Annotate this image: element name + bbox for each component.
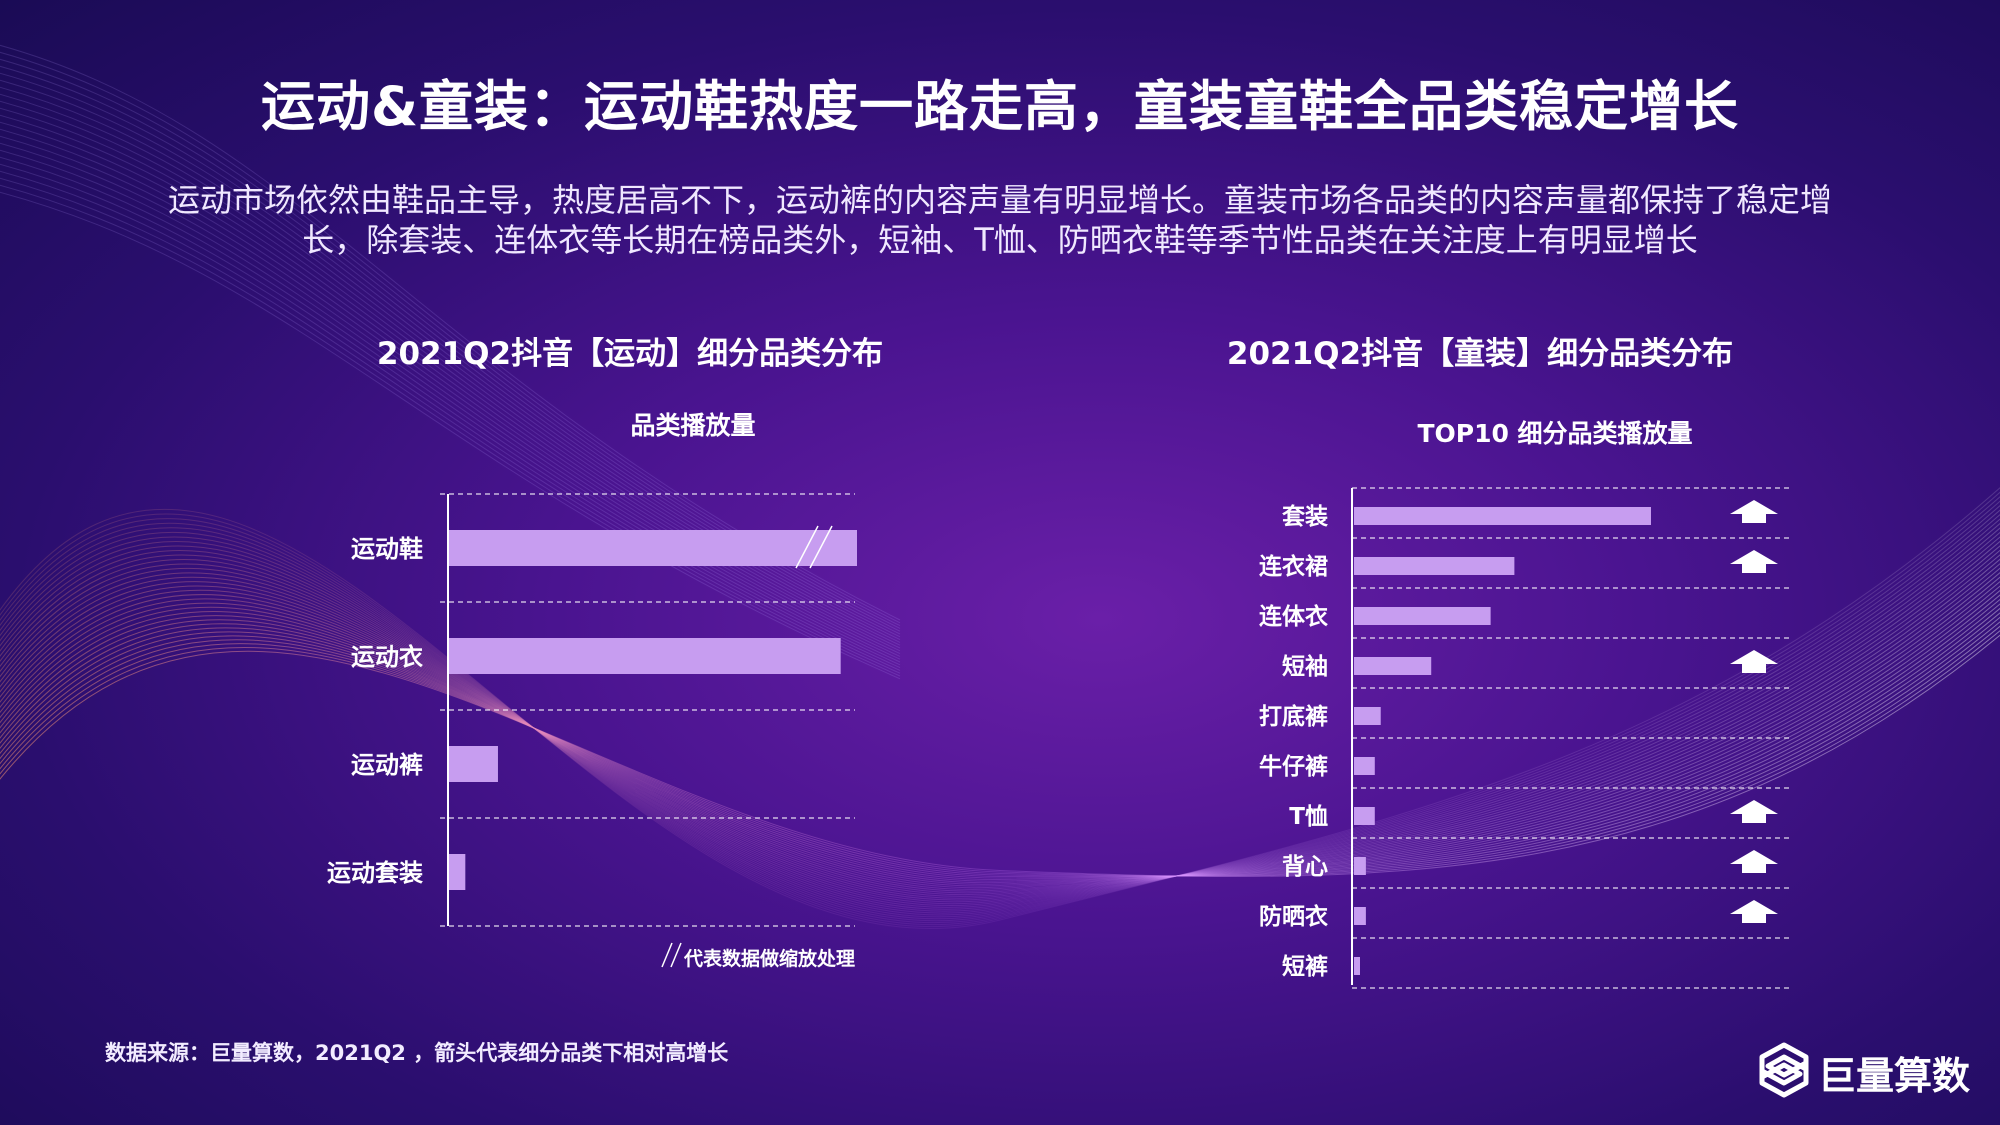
kids-category-label: 连体衣 bbox=[1259, 603, 1328, 630]
growth-arrow-icon bbox=[1730, 650, 1778, 673]
kids-bar bbox=[1354, 607, 1491, 625]
growth-arrow-icon bbox=[1730, 800, 1778, 823]
sports-bar bbox=[449, 638, 841, 674]
growth-arrow-icon bbox=[1730, 550, 1778, 573]
kids-bar bbox=[1354, 857, 1366, 875]
logo-icon bbox=[1759, 1042, 1809, 1098]
scale-note: 代表数据做缩放处理 bbox=[683, 947, 855, 970]
growth-arrow-icon bbox=[1730, 900, 1778, 923]
sports-chart-subtitle: 品类播放量 bbox=[630, 411, 756, 440]
subtitle-line-2: 长，除套装、连体衣等长期在榜品类外，短袖、T恤、防晒衣鞋等季节性品类在关注度上有… bbox=[302, 221, 1698, 259]
kids-bar bbox=[1354, 707, 1381, 725]
kids-bar bbox=[1354, 807, 1375, 825]
kids-category-label: 短袖 bbox=[1282, 653, 1328, 680]
kids-bar bbox=[1354, 757, 1375, 775]
sports-category-label: 运动衣 bbox=[351, 643, 423, 671]
sports-chart-title: 2021Q2抖音【运动】细分品类分布 bbox=[376, 336, 884, 372]
kids-bar bbox=[1354, 657, 1432, 675]
logo-text: 巨量算数 bbox=[1818, 1054, 1971, 1098]
brand-logo: 巨量算数 bbox=[1758, 1040, 1970, 1100]
kids-bar bbox=[1354, 907, 1366, 925]
page-title: 运动&童装：运动鞋热度一路走高，童装童鞋全品类稳定增长 bbox=[260, 75, 1740, 138]
kids-category-label: 连衣裙 bbox=[1259, 553, 1328, 580]
subtitle-line-1: 运动市场依然由鞋品主导，热度居高不下，运动裤的内容声量有明显增长。童装市场各品类… bbox=[167, 181, 1832, 219]
wave-lines bbox=[0, 487, 2000, 929]
kids-bar bbox=[1354, 507, 1651, 525]
kids-category-label: 短裤 bbox=[1282, 953, 1328, 980]
kids-category-label: 牛仔裤 bbox=[1259, 753, 1328, 780]
sports-category-label: 运动裤 bbox=[351, 751, 423, 779]
kids-category-label: 打底裤 bbox=[1259, 703, 1328, 730]
legend-break-mark bbox=[661, 942, 673, 968]
kids-category-label: 防晒衣 bbox=[1259, 903, 1328, 930]
kids-category-label: 背心 bbox=[1282, 854, 1328, 880]
kids-bar bbox=[1354, 957, 1360, 975]
sports-bar bbox=[449, 854, 466, 890]
kids-chart-subtitle: TOP10 细分品类播放量 bbox=[1417, 419, 1693, 448]
kids-category-label: T恤 bbox=[1289, 804, 1328, 830]
scale-break-mark bbox=[809, 525, 833, 569]
sports-bar bbox=[449, 746, 498, 782]
kids-chart-title: 2021Q2抖音【童装】细分品类分布 bbox=[1226, 336, 1734, 372]
legend-break-mark bbox=[670, 942, 682, 968]
source-footnote: 数据来源：巨量算数，2021Q2 ，箭头代表细分品类下相对高增长 bbox=[105, 1041, 729, 1065]
growth-arrow-icon bbox=[1730, 850, 1778, 873]
growth-arrow-icon bbox=[1730, 500, 1778, 523]
sports-bar bbox=[449, 530, 857, 566]
sports-category-label: 运动鞋 bbox=[351, 535, 423, 563]
kids-category-label: 套装 bbox=[1282, 504, 1328, 530]
sports-category-label: 运动套装 bbox=[327, 859, 423, 887]
page-subtitle: 运动市场依然由鞋品主导，热度居高不下，运动裤的内容声量有明显增长。童装市场各品类… bbox=[130, 180, 1870, 260]
scale-break-mark bbox=[795, 525, 819, 569]
kids-bar bbox=[1354, 557, 1515, 575]
